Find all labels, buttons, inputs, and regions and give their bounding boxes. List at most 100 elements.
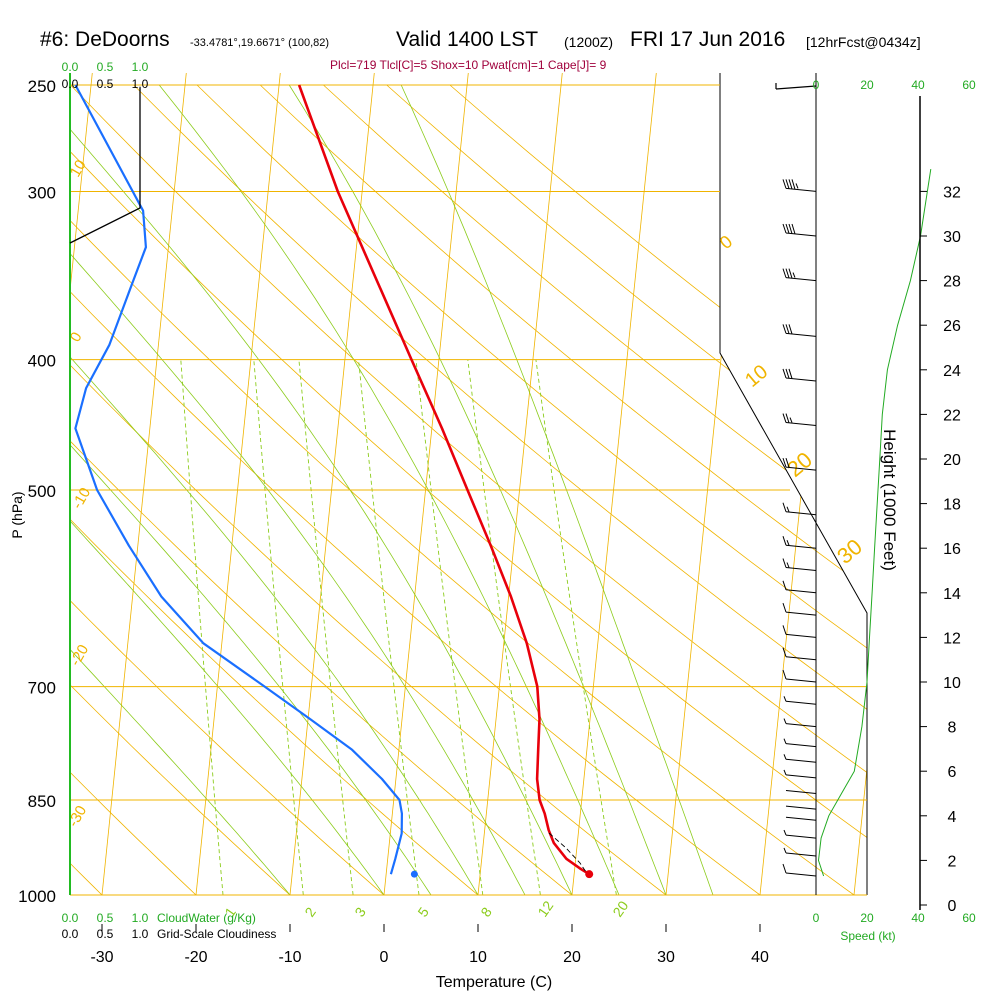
forecast-date: FRI 17 Jun 2016	[630, 28, 786, 51]
wind-barb-flag	[782, 536, 787, 546]
height-tick-label: 32	[943, 184, 961, 201]
speed-axis-label: Speed (kt)	[840, 929, 895, 943]
dry-adiabat	[133, 84, 867, 895]
wind-barb	[785, 332, 817, 337]
wind-barb-flag	[788, 368, 793, 379]
wind-barb-flag	[783, 847, 787, 854]
wind-barb	[785, 544, 817, 549]
cloudiness-tick-top: 0.5	[97, 77, 114, 91]
temperature-tick-label: 40	[751, 949, 769, 966]
pressure-tick-label: 1000	[18, 887, 56, 906]
wind-barb-flag	[786, 540, 790, 546]
pressure-tick-label: 300	[28, 184, 56, 203]
dry-adiabat	[386, 84, 867, 895]
moist-adiabat	[158, 84, 620, 895]
wind-barb-flag	[782, 413, 787, 423]
height-tick-label: 26	[943, 318, 961, 335]
height-tick-label: 4	[948, 809, 957, 826]
isotherm	[477, 73, 563, 895]
cloudiness-profile	[69, 88, 141, 244]
moist-adiabat	[70, 84, 479, 895]
cloudiness-tick-top: 0.0	[62, 77, 79, 91]
cloud-water-tick-bottom: 1.0	[132, 911, 149, 925]
isotherm	[383, 73, 469, 895]
dry-adiabat	[70, 84, 573, 895]
dry-adiabat-label: 10	[67, 157, 90, 180]
isotherm	[195, 73, 281, 895]
moist-adiabat	[70, 84, 526, 895]
wind-barb-flag	[782, 863, 787, 874]
wind-barb	[785, 723, 817, 728]
temperature-tick-label: -20	[184, 949, 207, 966]
surface-temperature-marker	[585, 870, 594, 879]
height-tick-label: 20	[943, 452, 961, 469]
wind-barb-flag	[788, 268, 793, 279]
wind-barb-flag	[783, 829, 787, 836]
wind-barb	[785, 232, 817, 237]
pressure-tick-label: 850	[28, 792, 56, 811]
dewpoint-profile	[74, 84, 403, 875]
dry-adiabat	[259, 84, 867, 895]
moist-adiabat	[288, 84, 667, 895]
dry-adiabat-label: -30	[65, 803, 91, 830]
isotherm	[101, 73, 187, 895]
wind-barb-flag	[788, 179, 793, 190]
dry-adiabat	[70, 84, 761, 895]
mixing-ratio-label: 2	[301, 904, 319, 920]
wind-speed-tick-bottom: 40	[911, 911, 925, 925]
height-tick-label: 30	[943, 229, 961, 246]
pressure-tick-label: 500	[28, 482, 56, 501]
cloud-water-label: CloudWater (g/Kg)	[157, 911, 256, 925]
forecast-run: [12hrFcst@0434z]	[806, 34, 921, 50]
isotherm	[571, 73, 657, 895]
wind-barb	[785, 816, 817, 821]
isotherm	[759, 73, 845, 895]
height-axis-label: Height (1000 Feet)	[880, 429, 899, 571]
wind-speed-tick-top: 40	[911, 78, 925, 92]
wind-barb	[785, 872, 817, 877]
wind-barb	[785, 589, 817, 594]
moist-adiabat	[400, 84, 714, 895]
temperature-tick-label: -30	[90, 949, 113, 966]
pressure-tick-label: 400	[28, 352, 56, 371]
wind-barb	[785, 834, 817, 839]
mixing-ratio-label: 3	[351, 904, 369, 920]
wind-speed-tick-bottom: 60	[962, 911, 976, 925]
wind-barb	[785, 633, 817, 638]
wind-barb	[785, 611, 817, 616]
wind-barb-flag	[782, 457, 787, 468]
wind-barb	[785, 567, 817, 571]
temperature-profile	[297, 84, 590, 876]
wind-barb	[785, 790, 817, 794]
wind-barb-flag	[792, 272, 796, 278]
pressure-axis-label: P (hPa)	[9, 491, 25, 538]
cloudiness-tick-bottom: 0.5	[97, 927, 114, 941]
wind-barb-flag	[783, 718, 787, 724]
temperature-tick-label: 0	[380, 949, 389, 966]
wind-barb-flag	[789, 417, 793, 423]
dry-adiabat	[70, 84, 667, 895]
wind-barb	[785, 678, 817, 683]
height-tick-label: 16	[943, 541, 961, 558]
wind-barb-flag	[788, 223, 793, 234]
temperature-tick-label: 10	[469, 949, 487, 966]
dry-adiabat	[70, 84, 867, 895]
wind-barb	[785, 805, 817, 810]
dry-adiabat	[70, 84, 291, 895]
wind-barb	[785, 377, 817, 382]
height-tick-label: 24	[943, 363, 961, 380]
height-tick-label: 2	[948, 853, 957, 870]
mixing-ratio-label: 20	[609, 898, 631, 920]
surface-dewpoint-marker	[410, 870, 418, 878]
height-tick-label: 18	[943, 497, 961, 514]
wind-barb-flag	[785, 179, 790, 189]
wind-speed-tick-bottom: 20	[860, 911, 874, 925]
cloudiness-label: Grid-Scale Cloudiness	[157, 927, 276, 941]
wind-speed-curve	[817, 169, 932, 877]
dry-adiabat	[323, 84, 867, 895]
wind-barb	[785, 466, 817, 471]
wind-barb-flag	[782, 368, 787, 379]
wind-barb-flag	[786, 506, 790, 512]
